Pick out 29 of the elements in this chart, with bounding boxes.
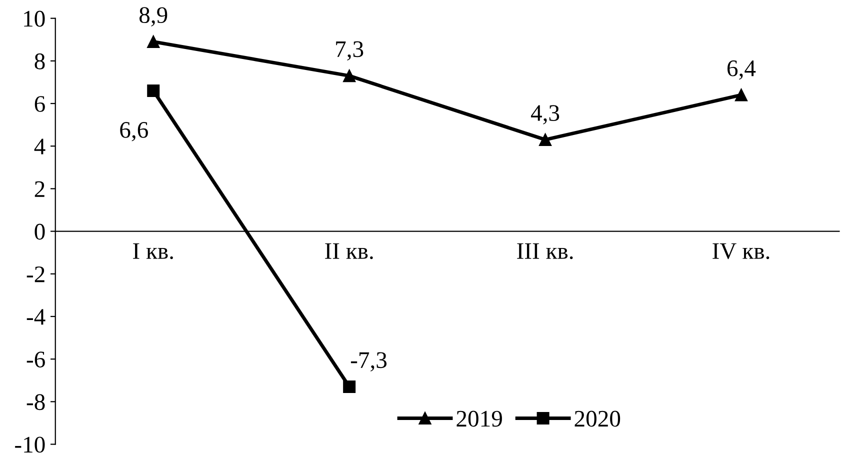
x-tick-label: II кв. [325,243,373,260]
y-tick-label: -6 [26,352,45,368]
data-label: 6,6 [120,122,148,142]
data-label: 7,3 [336,41,364,61]
y-tick-label: 0 [34,224,45,240]
x-tick-label: I кв. [133,243,173,260]
x-tick-label: III кв. [517,243,573,260]
point [343,70,356,82]
data-label: 4,3 [530,105,560,124]
y-tick-label: 8 [34,53,45,70]
x-tick-label: IV кв. [712,243,770,260]
point [539,133,552,146]
data-label: -7,3 [350,352,387,372]
y-tick-label: -8 [26,394,45,410]
data-label: 6,4 [728,60,756,80]
point [147,35,160,48]
point [147,84,160,97]
y-tick-label: 10 [24,10,45,27]
y-tick-label: 4 [34,138,46,154]
point [734,88,748,102]
y-tick-label: -2 [26,266,44,282]
y-tick-label: -10 [15,436,45,453]
y-tick-label: -4 [26,309,46,325]
y-tick-label: 6 [34,96,45,112]
data-label: 8,9 [140,7,168,26]
point [343,380,356,394]
legend-label: 2020 [574,410,620,427]
legend-label: 2019 [456,410,502,427]
y-tick-label: 2 [34,181,44,197]
